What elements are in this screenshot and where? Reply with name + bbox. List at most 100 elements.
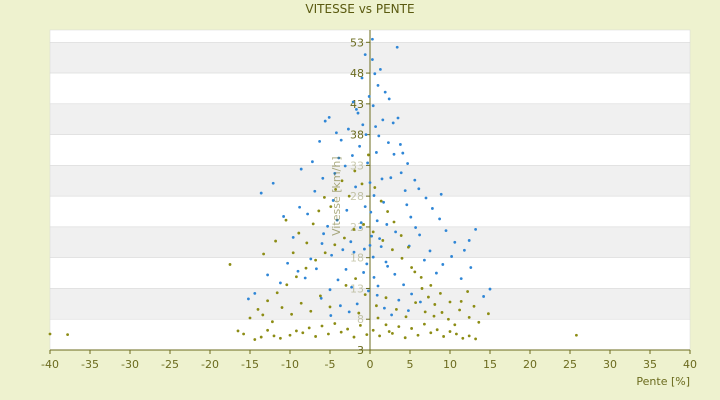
data-point — [345, 208, 349, 212]
data-point — [371, 255, 375, 259]
data-point — [266, 273, 269, 277]
data-point — [384, 260, 388, 264]
data-point — [401, 151, 405, 155]
data-point — [317, 209, 321, 213]
data-point — [362, 223, 365, 226]
data-point — [378, 334, 381, 338]
x-tick-label: -25 — [161, 358, 179, 371]
data-point — [334, 187, 337, 191]
data-point — [352, 250, 356, 254]
data-point — [299, 167, 303, 171]
data-point — [381, 118, 385, 122]
data-point — [448, 300, 452, 304]
data-point — [285, 283, 289, 287]
data-point — [383, 306, 386, 310]
data-point — [271, 320, 274, 324]
data-point — [371, 230, 375, 234]
data-point — [435, 328, 439, 332]
data-point — [410, 266, 413, 269]
data-point — [376, 83, 380, 87]
data-point — [309, 257, 313, 261]
data-point — [379, 245, 383, 249]
data-point — [331, 199, 335, 202]
data-point — [372, 275, 376, 279]
data-point — [336, 278, 340, 282]
data-point — [266, 299, 269, 303]
data-point — [371, 37, 374, 41]
data-point — [323, 195, 326, 199]
x-tick-label: 5 — [407, 358, 414, 371]
data-point — [383, 90, 387, 94]
data-point — [356, 111, 360, 115]
data-point — [284, 218, 288, 222]
data-point — [311, 222, 315, 226]
data-point — [322, 232, 325, 236]
data-point — [395, 45, 399, 49]
data-point — [387, 330, 391, 333]
data-point — [378, 237, 381, 241]
data-point — [305, 241, 309, 245]
data-point — [405, 203, 409, 207]
data-point — [487, 312, 490, 316]
data-point — [363, 293, 367, 297]
data-point — [261, 313, 265, 317]
data-point — [488, 287, 492, 291]
x-tick-label: 25 — [563, 358, 577, 371]
data-point — [343, 236, 346, 240]
data-point — [280, 306, 284, 309]
data-point — [474, 227, 477, 231]
data-point — [344, 283, 348, 287]
data-point — [374, 125, 377, 129]
data-point — [359, 221, 363, 225]
data-point — [363, 205, 367, 209]
data-point — [450, 255, 453, 258]
data-point — [266, 328, 269, 332]
data-point — [357, 311, 361, 315]
data-point — [438, 217, 441, 221]
data-point — [328, 305, 332, 309]
data-point — [337, 156, 341, 160]
x-tick-label: 15 — [483, 358, 497, 371]
data-point — [461, 336, 465, 340]
x-tick-label: 30 — [603, 358, 617, 371]
data-point — [370, 234, 373, 238]
data-point — [390, 313, 393, 317]
data-point — [474, 337, 477, 341]
y-tick-label: 53 — [350, 36, 364, 49]
data-point — [299, 301, 303, 305]
data-point — [271, 181, 275, 185]
data-point — [228, 263, 232, 266]
data-point — [275, 291, 279, 295]
data-point — [413, 270, 417, 274]
data-point — [365, 333, 369, 337]
data-point — [279, 336, 282, 340]
data-point — [347, 310, 351, 314]
data-point — [444, 229, 448, 233]
data-point — [400, 256, 404, 260]
data-point — [327, 115, 331, 119]
data-point — [467, 315, 471, 319]
data-point — [455, 332, 458, 336]
data-point — [307, 326, 311, 330]
data-point — [319, 294, 322, 298]
x-tick-label: 40 — [683, 358, 697, 371]
data-point — [313, 189, 317, 193]
data-point — [433, 303, 437, 306]
data-point — [391, 248, 394, 252]
data-point — [379, 67, 382, 71]
data-point — [318, 139, 321, 143]
data-point — [424, 196, 428, 200]
data-point — [428, 249, 432, 253]
y-tick-label: 38 — [350, 129, 364, 142]
data-point — [291, 235, 295, 239]
data-point — [367, 95, 371, 98]
data-point — [395, 307, 398, 311]
data-point — [391, 121, 395, 125]
data-point — [384, 296, 388, 300]
data-point — [349, 240, 353, 244]
data-point — [448, 330, 452, 333]
data-point — [358, 144, 361, 148]
data-point — [339, 304, 342, 308]
data-point — [467, 334, 471, 338]
data-point — [298, 205, 301, 209]
